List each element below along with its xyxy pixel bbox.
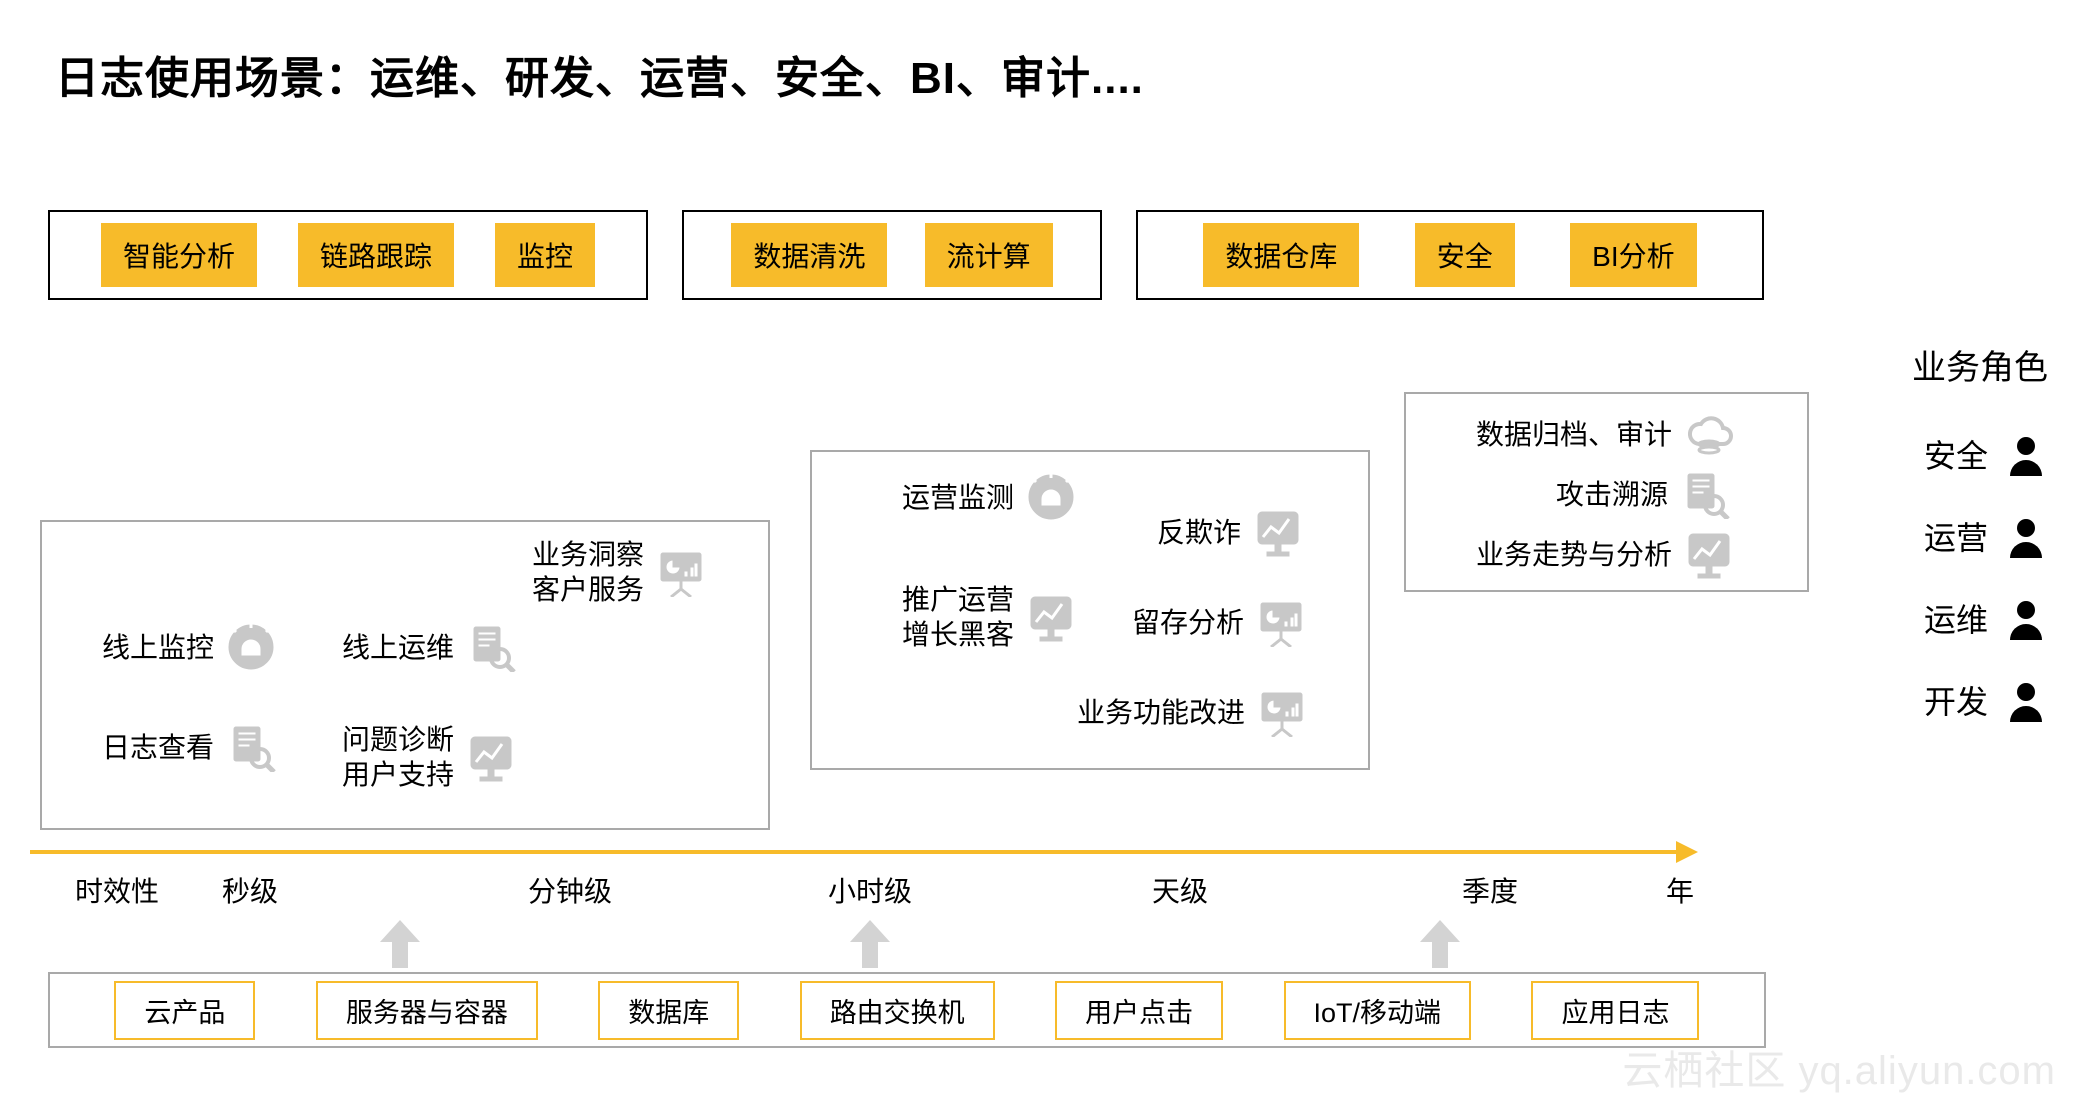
source-chip: 应用日志 (1531, 981, 1699, 1040)
chip-1-0: 数据清洗 (731, 223, 887, 287)
chip-0-0: 智能分析 (101, 223, 257, 287)
person-icon (2004, 678, 2048, 722)
watermark: 云栖社区 yq.aliyun.com (1622, 1038, 2056, 1096)
cloud-icon (1684, 409, 1734, 459)
timeline-tick: 年 (1666, 870, 1694, 910)
timeline-arrowhead (1676, 841, 1698, 863)
scenario-item: 线上运维 (342, 622, 516, 672)
scenario-item: 日志查看 (102, 722, 276, 772)
role-row: 开发 (1828, 677, 2048, 723)
role-label: 运营 (1924, 513, 1988, 559)
chip-2-2: BI分析 (1570, 223, 1696, 287)
scenario-box-0: 线上监控日志查看 线上运维问题诊断用户支持 业务洞察客户服务 (40, 520, 770, 830)
roles-column: 业务角色 安全运营运维开发 (1828, 340, 2048, 759)
scenario-item-label: 业务洞察客户服务 (532, 537, 644, 607)
scenario-item: 业务功能改进 (1077, 687, 1307, 737)
chart-icon (1684, 529, 1734, 579)
scenario-item: 运营监测 (902, 472, 1076, 522)
scenario-item: 业务洞察客户服务 (532, 537, 706, 607)
scenario-item-label: 线上监控 (102, 630, 214, 665)
timeline-axis (30, 850, 1680, 854)
scenario-item: 推广运营增长黑客 (902, 582, 1076, 652)
scenario-item: 问题诊断用户支持 (342, 722, 516, 792)
scenario-item: 数据归档、审计 (1476, 409, 1734, 459)
board-icon (1257, 687, 1307, 737)
top-group-0: 智能分析链路跟踪监控 (48, 210, 648, 300)
board-icon (1256, 597, 1306, 647)
diagram-page: 日志使用场景：运维、研发、运营、安全、BI、审计.... 智能分析链路跟踪监控数… (0, 0, 2076, 1106)
chip-0-1: 链路跟踪 (298, 223, 454, 287)
scenario-item-label: 攻击溯源 (1556, 477, 1668, 512)
timeline-tick: 天级 (1152, 870, 1208, 910)
top-group-2: 数据仓库安全 BI分析 (1136, 210, 1764, 300)
person-icon (2004, 432, 2048, 476)
role-row: 安全 (1828, 431, 2048, 477)
scenario-item: 攻击溯源 (1556, 469, 1730, 519)
chip-2-0: 数据仓库 (1203, 223, 1359, 287)
chip-2-1: 安全 (1415, 223, 1515, 287)
timeline-tick: 分钟级 (528, 870, 612, 910)
scenario-item-label: 问题诊断用户支持 (342, 722, 454, 792)
up-arrow-icon (1420, 920, 1460, 968)
scenario-item: 业务走势与分析 (1476, 529, 1734, 579)
scenario-item-label: 数据归档、审计 (1476, 417, 1672, 452)
role-row: 运维 (1828, 595, 2048, 641)
source-chip: 服务器与容器 (316, 981, 538, 1040)
scenario-item-label: 反欺诈 (1157, 515, 1241, 550)
scenario-item: 线上监控 (102, 622, 276, 672)
up-arrow-icon (850, 920, 890, 968)
chart-icon (466, 732, 516, 782)
sources-box: 云产品 服务器与容器 数据库 路由交换机 用户点击 IoT/移动端应用日志 (48, 972, 1766, 1048)
timeline-tick: 秒级 (222, 870, 278, 910)
scenario-item-label: 日志查看 (102, 730, 214, 765)
up-arrow-icon (380, 920, 420, 968)
alarm-icon (1026, 472, 1076, 522)
scenario-item-label: 业务功能改进 (1077, 695, 1245, 730)
scenario-box-1: 运营监测推广运营增长黑客 反欺诈留存分析业务功能改进 (810, 450, 1370, 770)
scenario-item: 反欺诈 (1157, 507, 1303, 557)
scenario-item-label: 推广运营增长黑客 (902, 582, 1014, 652)
doczoom-icon (1680, 469, 1730, 519)
roles-header: 业务角色 (1912, 340, 2048, 389)
role-row: 运营 (1828, 513, 2048, 559)
person-icon (2004, 514, 2048, 558)
person-icon (2004, 596, 2048, 640)
chart-icon (1026, 592, 1076, 642)
top-group-1: 数据清洗流计算 (682, 210, 1102, 300)
timeline-label: 时效性 (75, 870, 159, 910)
source-chip: 数据库 (598, 981, 739, 1040)
role-label: 运维 (1924, 595, 1988, 641)
chart-icon (1253, 507, 1303, 557)
scenario-item-label: 线上运维 (342, 630, 454, 665)
page-title: 日志使用场景：运维、研发、运营、安全、BI、审计.... (55, 42, 1144, 106)
timeline-tick: 小时级 (828, 870, 912, 910)
source-chip: 用户点击 (1055, 981, 1223, 1040)
scenario-item-label: 运营监测 (902, 480, 1014, 515)
doczoom-icon (466, 622, 516, 672)
doczoom-icon (226, 722, 276, 772)
source-chip: 云产品 (114, 981, 255, 1040)
timeline-tick: 季度 (1462, 870, 1518, 910)
role-label: 安全 (1924, 431, 1988, 477)
scenario-box-2: 数据归档、审计攻击溯源业务走势与分析 (1404, 392, 1809, 592)
chip-0-2: 监控 (495, 223, 595, 287)
chip-1-1: 流计算 (925, 223, 1053, 287)
source-chip: 路由交换机 (800, 981, 995, 1040)
board-icon (656, 547, 706, 597)
source-chip: IoT/移动端 (1284, 981, 1472, 1040)
scenario-item-label: 业务走势与分析 (1476, 537, 1672, 572)
role-label: 开发 (1924, 677, 1988, 723)
scenario-item-label: 留存分析 (1132, 605, 1244, 640)
alarm-icon (226, 622, 276, 672)
scenario-item: 留存分析 (1132, 597, 1306, 647)
